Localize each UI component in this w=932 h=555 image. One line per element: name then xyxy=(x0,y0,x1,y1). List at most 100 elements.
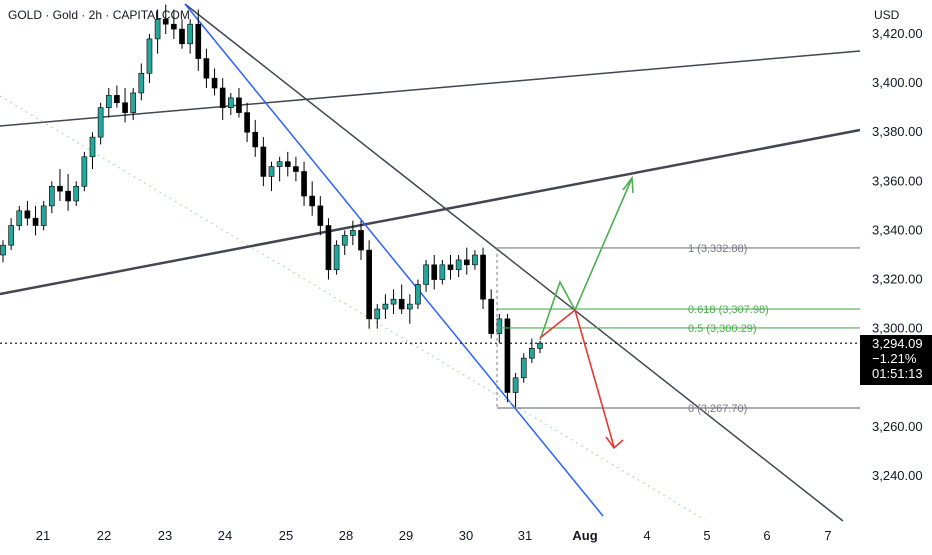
candle-body xyxy=(162,18,169,25)
candle-body xyxy=(439,264,446,280)
candle xyxy=(333,240,340,275)
candle-body xyxy=(89,136,96,158)
candle xyxy=(89,132,96,170)
candle-body xyxy=(276,161,283,167)
candle-body xyxy=(309,195,316,207)
y-tick-label: 3,420.00 xyxy=(872,26,923,41)
candle-body xyxy=(187,23,193,45)
candle xyxy=(8,218,14,251)
candle-body xyxy=(146,38,153,74)
candle xyxy=(122,88,128,123)
candle xyxy=(284,151,291,177)
candle-body xyxy=(423,264,429,285)
candle xyxy=(48,181,55,214)
candle xyxy=(309,181,316,216)
candle xyxy=(171,9,177,39)
candle-body xyxy=(105,95,112,108)
currency-label: USD xyxy=(874,8,900,22)
candle xyxy=(366,240,372,329)
candle xyxy=(406,294,413,324)
candle xyxy=(415,279,421,310)
candle-body xyxy=(520,357,527,379)
price-tag-countdown: 01:51:13 xyxy=(872,366,923,381)
x-tick-label: 31 xyxy=(518,528,532,543)
candle-body xyxy=(284,161,291,167)
candle xyxy=(374,304,381,329)
candle-body xyxy=(415,284,421,305)
x-tick-label: 5 xyxy=(703,528,710,543)
x-tick-label: 4 xyxy=(643,528,650,543)
candle-body xyxy=(301,171,307,197)
candle-body xyxy=(73,185,80,202)
x-tick-label: 23 xyxy=(158,528,172,543)
candle xyxy=(463,247,470,275)
candle-body xyxy=(122,102,128,113)
candle xyxy=(32,205,39,236)
y-tick-label: 3,380.00 xyxy=(872,124,923,139)
trendline-upper-rising xyxy=(0,50,861,127)
candle xyxy=(187,19,193,54)
candle-body xyxy=(537,342,543,349)
candle xyxy=(276,156,283,182)
candle-body xyxy=(154,18,161,40)
candle xyxy=(529,338,535,364)
candle-body xyxy=(406,303,413,310)
axes-layer: 3,420.00 3,400.00 3,380.00 3,360.00 3,340.00… xyxy=(36,26,923,543)
x-tick-label: 29 xyxy=(399,528,413,543)
x-tick-label: 7 xyxy=(824,528,831,543)
candle xyxy=(105,88,112,118)
y-tick-label: 3,360.00 xyxy=(872,173,923,188)
fib-level-label: 1 (3,332.88) xyxy=(688,243,747,255)
candle xyxy=(447,255,454,280)
price-tag-change: −1.21% xyxy=(872,351,917,366)
projection-arrowhead-bullish xyxy=(622,175,634,194)
candle-body xyxy=(260,146,267,177)
candle xyxy=(57,169,63,201)
candle-body xyxy=(390,298,397,305)
candle xyxy=(0,240,6,263)
candle xyxy=(73,181,80,206)
candle-body xyxy=(447,264,454,271)
fib-level-label: 0.618 (3,307.98) xyxy=(688,304,769,316)
candle-body xyxy=(81,156,88,187)
candle-body xyxy=(227,97,234,108)
candle-body xyxy=(97,107,104,138)
candle xyxy=(211,68,218,96)
candle xyxy=(350,220,356,246)
candle-body xyxy=(398,298,405,310)
candle xyxy=(382,294,389,319)
x-tick-label: Aug xyxy=(572,528,597,543)
trendline-dotted xyxy=(0,95,706,521)
candle xyxy=(496,313,503,344)
candle-body xyxy=(480,254,486,300)
candle xyxy=(520,353,527,383)
candle xyxy=(537,340,543,354)
candle xyxy=(16,205,23,231)
candle-body xyxy=(333,244,340,271)
projection-arrowhead-bearish xyxy=(605,436,624,450)
candle-body xyxy=(472,254,478,266)
candle-body xyxy=(382,303,389,310)
candle xyxy=(138,63,145,101)
candle-body xyxy=(463,259,470,266)
candle xyxy=(341,230,348,255)
candle xyxy=(512,372,519,408)
candle-body xyxy=(366,249,372,320)
candle-body xyxy=(455,259,462,271)
candle xyxy=(301,161,307,206)
candle-body xyxy=(496,318,503,334)
candle-body xyxy=(48,185,55,207)
fib-level-label: 0.5 (3,300.29) xyxy=(688,323,757,335)
projection-path-bearish xyxy=(539,308,615,448)
candle-body xyxy=(32,217,39,226)
candle xyxy=(162,4,169,34)
candle xyxy=(431,255,438,290)
price-tag-price: 3,294.09 xyxy=(872,336,923,351)
candle-body xyxy=(211,77,218,89)
candle xyxy=(317,196,324,236)
x-tick-label: 25 xyxy=(279,528,293,543)
candle-body xyxy=(195,23,202,59)
candle-body xyxy=(350,230,356,236)
